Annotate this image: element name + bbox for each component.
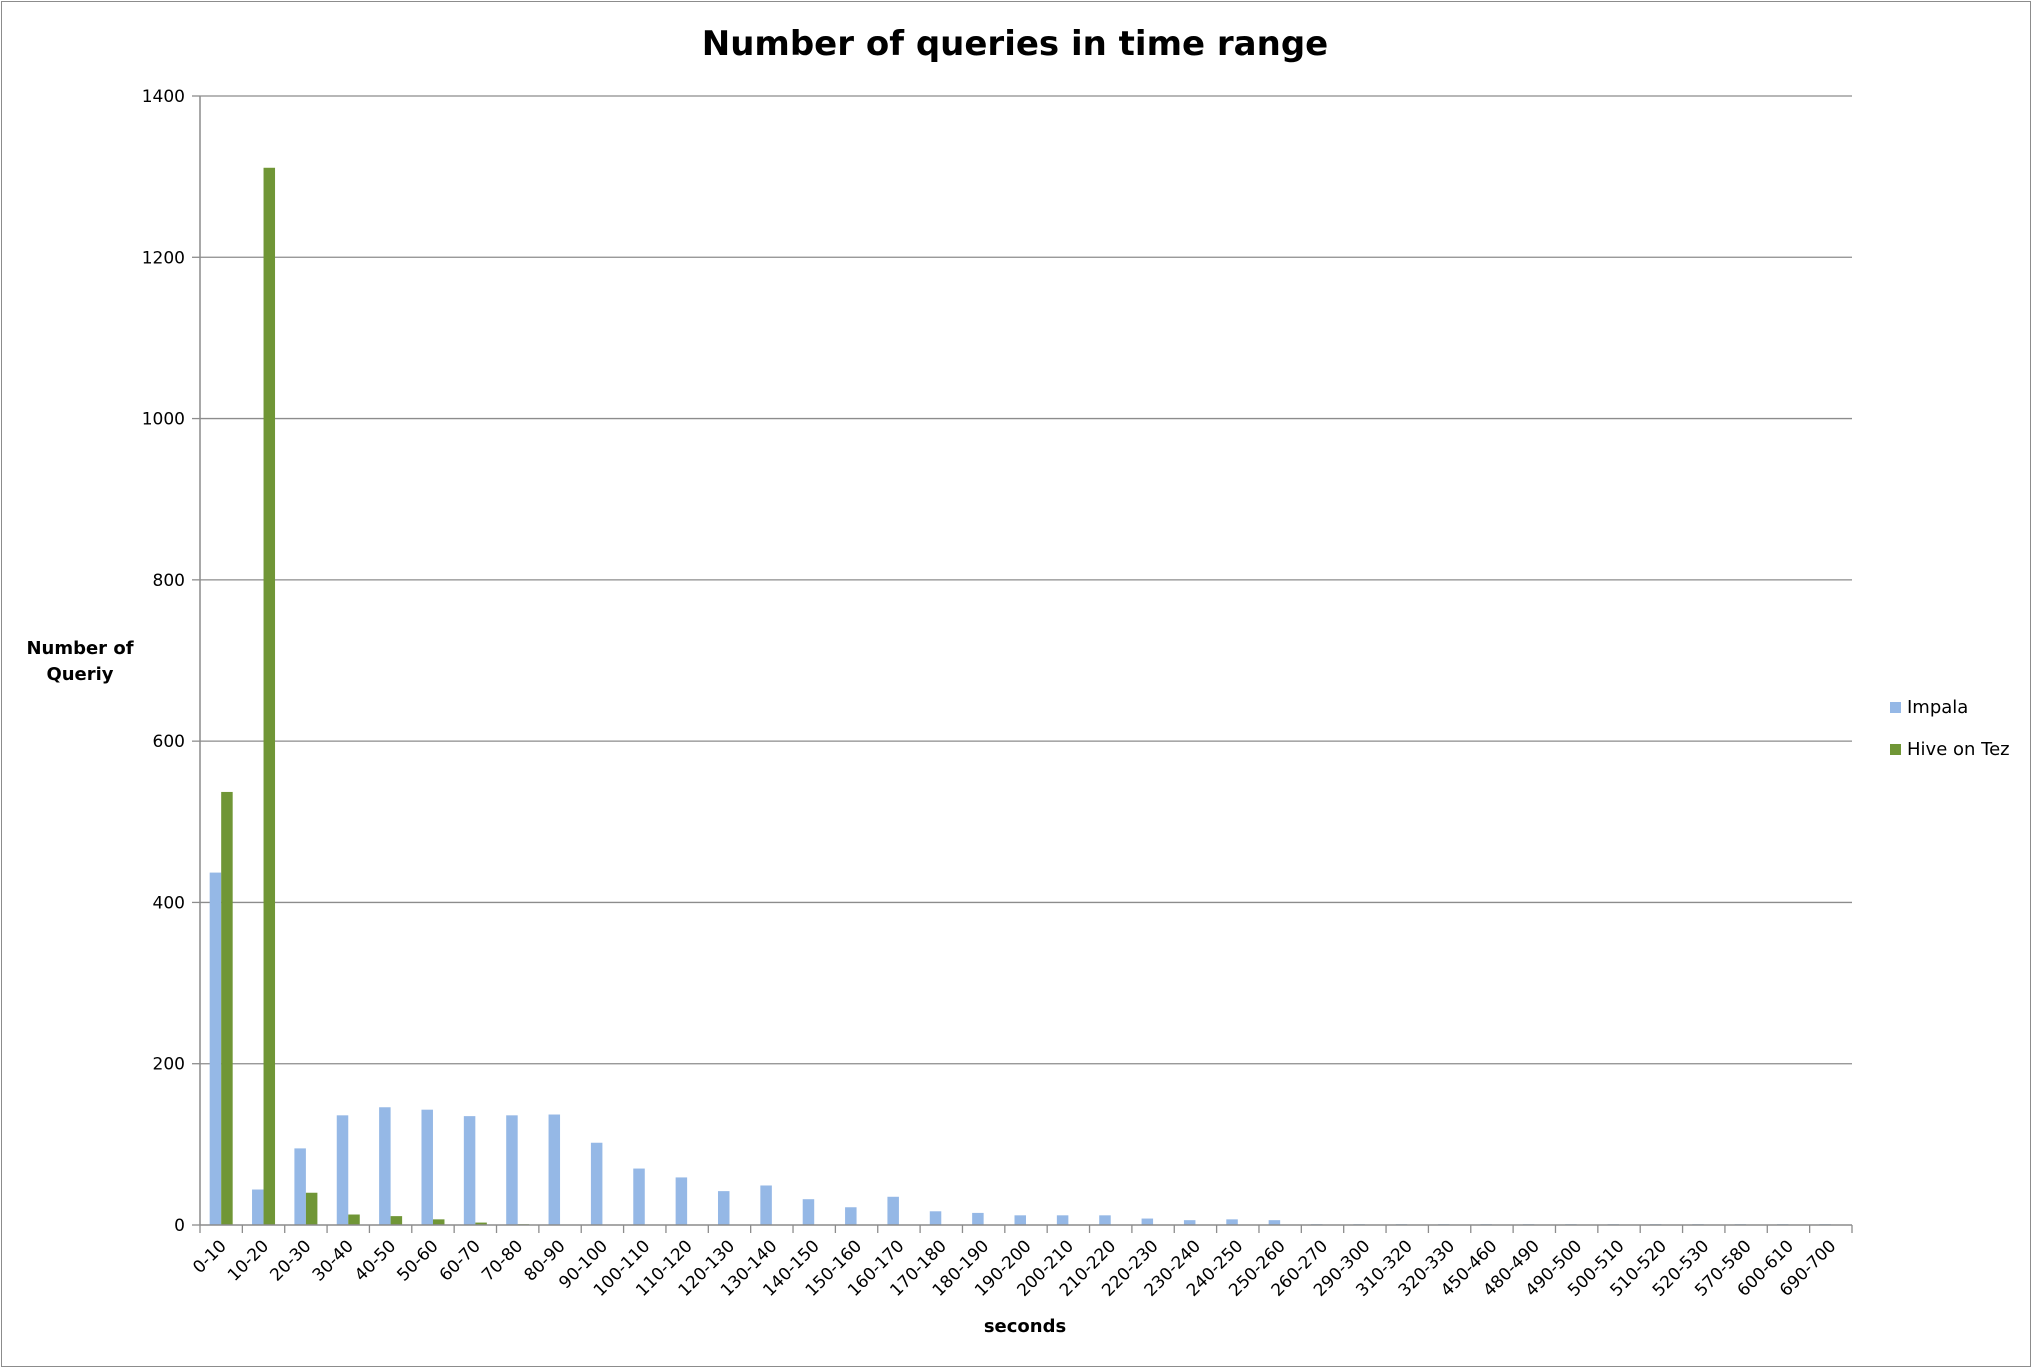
bar-impala [1141, 1218, 1154, 1225]
bar-impala [548, 1114, 561, 1225]
bar-hive-on-tez [221, 791, 233, 1225]
x-tick-label: 30-40 [309, 1236, 358, 1285]
bar-impala [1226, 1219, 1238, 1225]
y-tick-label: 1000 [142, 410, 185, 430]
y-tick-label: 400 [153, 893, 185, 913]
bar-impala [887, 1196, 899, 1225]
bar-impala [590, 1142, 603, 1225]
tick-labels: 02004006008001000120014000-1010-2020-303… [142, 87, 1841, 1301]
y-tick-label: 800 [153, 571, 185, 591]
legend-label-impala: Impala [1907, 696, 1969, 718]
bar-impala [1183, 1220, 1196, 1225]
bar-impala [463, 1116, 476, 1225]
bar-hive-on-tez [263, 167, 276, 1226]
bar-impala [717, 1191, 730, 1225]
bar-impala [294, 1148, 306, 1225]
legend-label-hive-on-tez: Hive on Tez [1907, 738, 2010, 760]
bar-impala [633, 1168, 645, 1225]
bar-hive-on-tez [390, 1216, 403, 1225]
bar-impala [252, 1189, 264, 1225]
x-tick-label: 60-70 [436, 1236, 485, 1285]
bar-hive-on-tez [432, 1219, 445, 1225]
bar-impala [336, 1115, 349, 1225]
legend-item-hive-on-tez: Hive on Tez [1890, 728, 2010, 770]
x-tick-label: 70-80 [478, 1236, 527, 1285]
bar-impala [972, 1212, 984, 1225]
chart-title: Number of queries in time range [701, 24, 1329, 64]
bar-impala [845, 1207, 857, 1225]
y-tick-label: 0 [174, 1216, 185, 1236]
legend-swatch-impala [1890, 701, 1901, 713]
y-tick-label: 200 [153, 1055, 185, 1075]
bar-impala [421, 1109, 433, 1225]
y-tick-label: 600 [153, 732, 185, 752]
y-axis-title: Number of Queriy [26, 638, 134, 685]
y-tick-label: 1400 [142, 87, 185, 107]
bar-impala [760, 1185, 772, 1225]
legend-swatch-hive-on-tez [1890, 743, 1901, 755]
bar-hive-on-tez [305, 1192, 318, 1225]
x-tick-label: 10-20 [224, 1236, 273, 1285]
legend: Impala Hive on Tez [1890, 686, 2010, 770]
bar-impala [675, 1177, 688, 1225]
x-axis-title: seconds [983, 1316, 1067, 1337]
gridlines [200, 95, 1852, 1065]
bar-impala [506, 1115, 518, 1225]
bar-impala [1099, 1215, 1111, 1225]
bar-impala [1056, 1215, 1069, 1225]
bar-hive-on-tez [348, 1214, 360, 1225]
y-tick-label: 1200 [142, 248, 185, 268]
bar-impala [1268, 1220, 1281, 1225]
x-tick-label: 20-30 [266, 1236, 315, 1285]
axes [192, 95, 1853, 1233]
bars [209, 167, 1831, 1226]
bar-impala [802, 1199, 815, 1225]
x-tick-label: 40-50 [351, 1236, 400, 1285]
bar-hive-on-tez [475, 1222, 487, 1225]
bar-impala [379, 1107, 391, 1225]
bar-impala [209, 872, 222, 1225]
bar-impala [929, 1211, 942, 1225]
x-tick-label: 50-60 [393, 1236, 442, 1285]
bar-impala [1014, 1215, 1026, 1225]
legend-item-impala: Impala [1890, 686, 2010, 728]
